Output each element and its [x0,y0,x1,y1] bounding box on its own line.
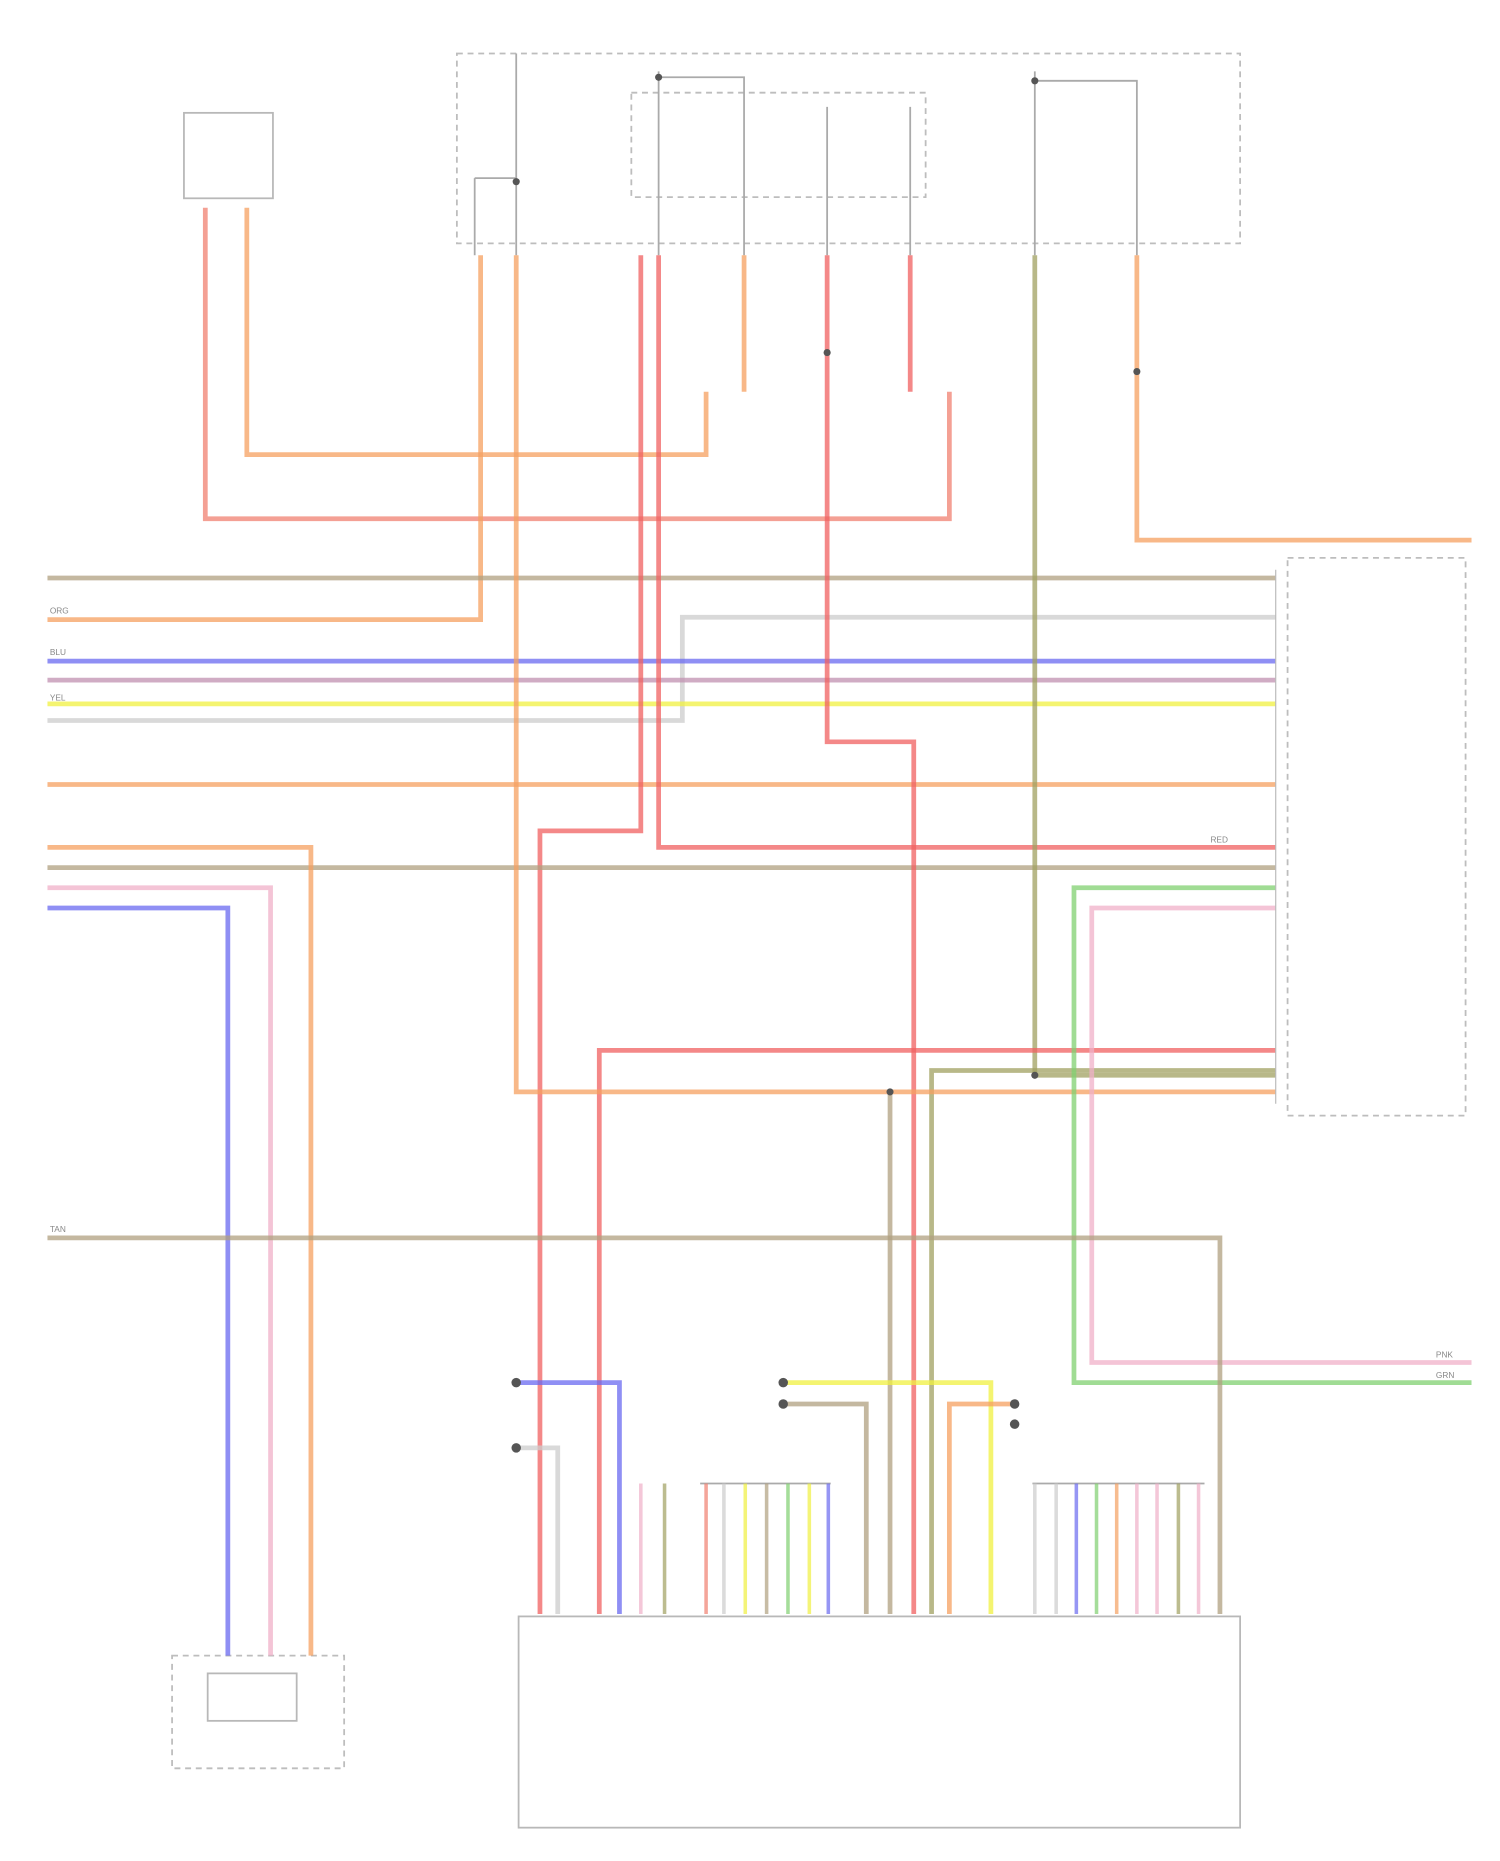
wire-orange-7 [513,255,1276,1095]
sensor-body [206,1672,298,1722]
fuse-lines [473,53,1138,256]
wire-green-1 [1071,885,1472,1386]
wire-orange-4 [47,845,314,1656]
hvac-module-bottom [517,1615,1242,1829]
wire-pink-1 [47,885,273,1656]
sensor-box [171,1654,346,1770]
wire-gray-2 [516,1445,561,1615]
wire-red-3 [824,255,917,1615]
wire-olive-2 [929,1068,1276,1615]
wire-orange-8 [946,1401,1015,1615]
label-yellow: YEL [50,692,66,702]
fuse-relay-box [455,52,1242,245]
wires [47,207,1472,1656]
label-red: RED [1210,835,1228,845]
wire-blue-2 [47,905,231,1656]
wire-orange-6 [1134,255,1472,543]
wire-gray-1 [47,614,1276,723]
left-connector [183,111,274,200]
wire-tan-4 [47,1235,1223,1615]
splice-dots [511,73,1141,1453]
wire-red-1 [656,255,1276,850]
wire-red-5 [596,1047,1276,1615]
wire-pink-2 [1089,905,1472,1365]
wire-yellow-2 [783,1380,994,1615]
wire-orange-1 [244,207,709,458]
label-green: GRN [1436,1370,1454,1380]
wire-tan-5 [783,1401,869,1615]
wire-salmon-1 [202,207,952,522]
wire-olive-1 [1032,255,1276,1078]
relay-subbox [630,91,927,199]
control-module-right [1286,556,1467,1117]
label-pink: PNK [1436,1350,1454,1360]
label-tan: TAN [50,1224,66,1234]
label-blue: BLU [50,647,66,657]
wire-blue-3 [516,1380,622,1615]
ground-bus-wires [639,1483,1201,1615]
wire-red-2 [537,255,644,1615]
wire-orange-2 [47,255,483,622]
label-orange: ORG [50,606,69,616]
